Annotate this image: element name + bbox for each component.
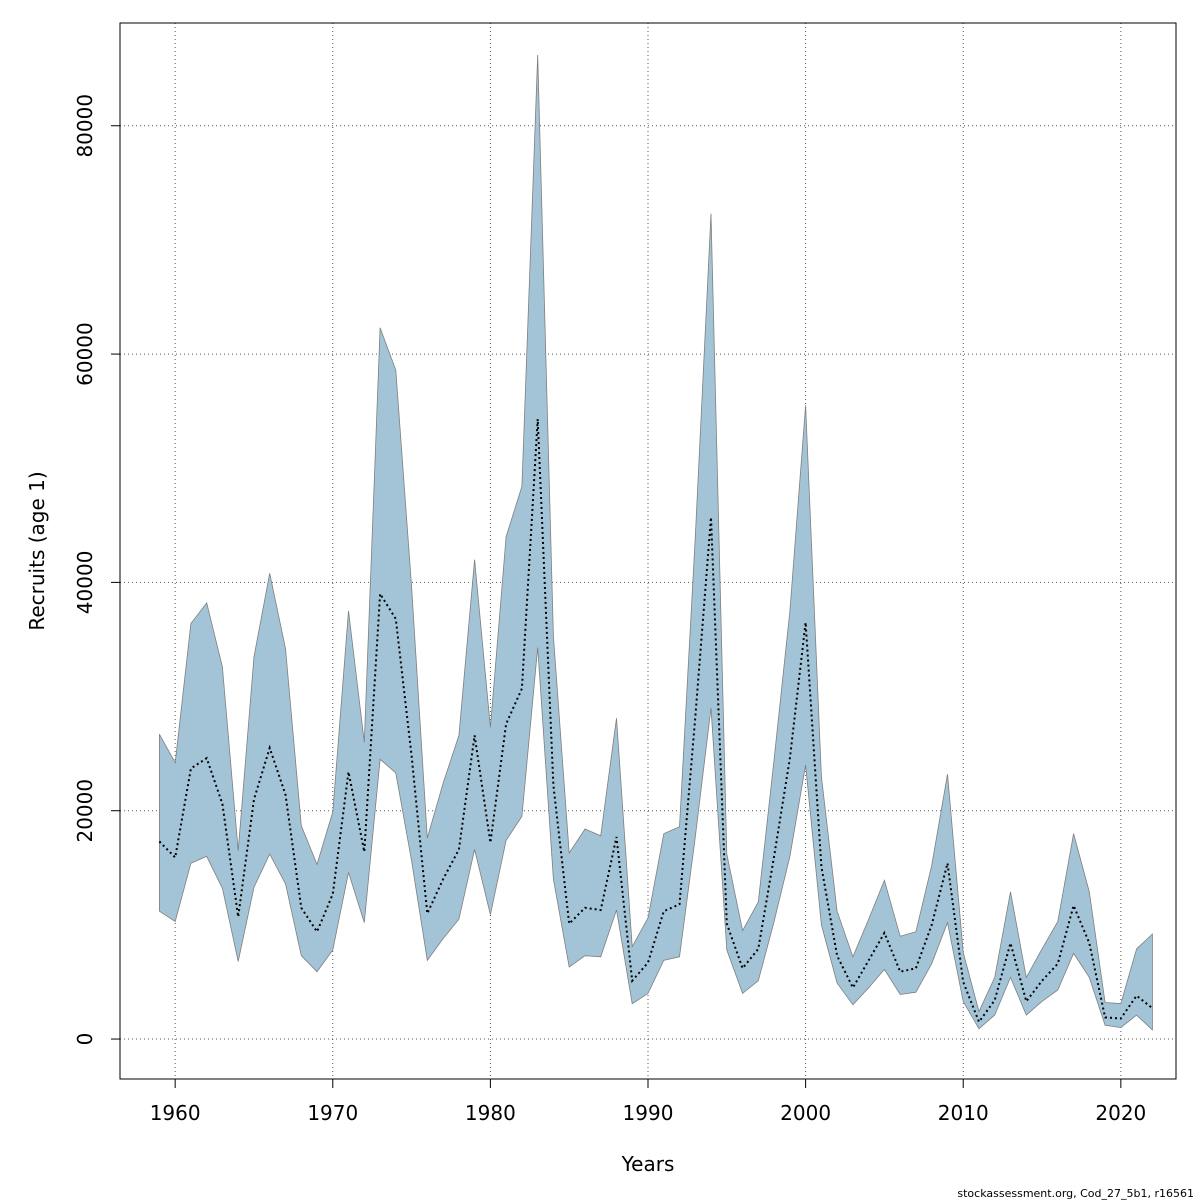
x-tick-label: 1970: [307, 1101, 358, 1125]
estimate-line: [158, 419, 1154, 1024]
x-tick-label: 1990: [623, 1101, 674, 1125]
x-axis-title: Years: [621, 1152, 675, 1176]
x-tick-label: 1980: [465, 1101, 516, 1125]
y-axis-title: Recruits (age 1): [25, 471, 49, 630]
y-axis: 0 20000 40000 60000 80000: [73, 94, 120, 1045]
y-tick-label: 0: [73, 1033, 97, 1046]
x-tick-label: 2020: [1095, 1101, 1146, 1125]
x-axis: 1960 1970 1980 1990 2000 2010 2020: [150, 1079, 1146, 1125]
x-tick-label: 1960: [150, 1101, 201, 1125]
y-tick-label: 80000: [73, 94, 97, 158]
y-tick-label: 40000: [73, 551, 97, 615]
confidence-band: [159, 54, 1153, 1031]
y-tick-label: 20000: [73, 779, 97, 843]
x-tick-label: 2010: [938, 1101, 989, 1125]
x-tick-label: 2000: [780, 1101, 831, 1125]
y-tick-label: 60000: [73, 322, 97, 386]
source-note: stockassessment.org, Cod_27_5b1, r16561: [957, 1187, 1194, 1200]
